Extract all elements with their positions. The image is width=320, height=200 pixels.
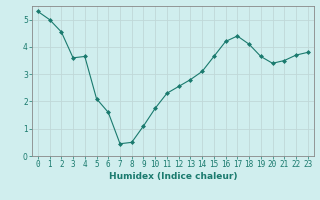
X-axis label: Humidex (Indice chaleur): Humidex (Indice chaleur) xyxy=(108,172,237,181)
